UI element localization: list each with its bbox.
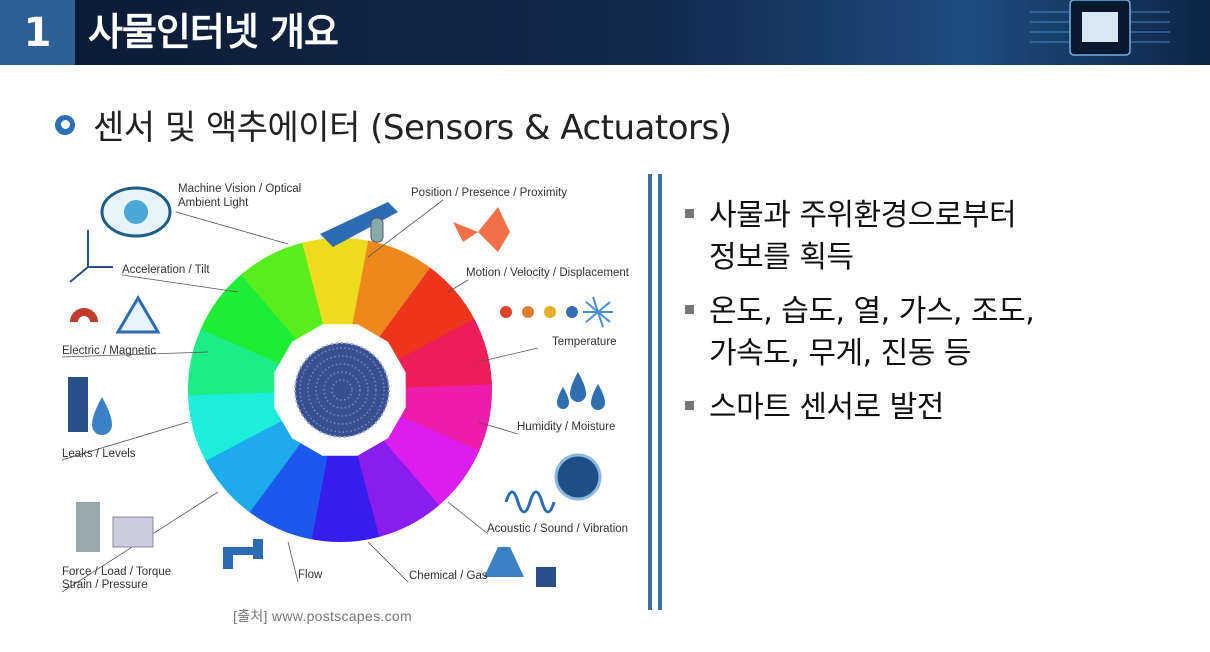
bullet-line: 사물과 주위환경으로부터 bbox=[709, 198, 1017, 233]
sensor-wheel-figure: Machine Vision / Optical Ambient Light P… bbox=[58, 172, 633, 604]
square-bullet-icon bbox=[685, 401, 694, 410]
leader-line bbox=[447, 501, 489, 535]
tank-icon bbox=[68, 377, 88, 432]
leader-line bbox=[477, 421, 519, 435]
leader-line bbox=[61, 351, 209, 358]
sensor-core-icon bbox=[295, 343, 389, 437]
bullet-line: 정보를 획득 bbox=[709, 240, 854, 275]
thermometer-icon bbox=[522, 306, 534, 318]
sensor-color-wheel bbox=[61, 186, 613, 593]
label-leaks: Leaks / Levels bbox=[62, 448, 136, 460]
snowflake-icon bbox=[583, 296, 613, 328]
sensor-core-dots bbox=[307, 355, 377, 425]
section-subtitle: 센서 및 액추에이터 (Sensors & Actuators) bbox=[55, 100, 732, 149]
leader-line bbox=[367, 541, 409, 583]
label-machine-vision: Machine Vision / Optical bbox=[178, 183, 302, 195]
sensor-core-dots bbox=[315, 363, 369, 417]
slide-header: 1 사물인터넷 개요 bbox=[0, 0, 1210, 65]
leader-line bbox=[287, 541, 299, 583]
label-acceleration: Acceleration / Tilt bbox=[122, 264, 210, 276]
thermometer-icon bbox=[544, 306, 556, 318]
weight-box-icon bbox=[112, 516, 154, 548]
label-flow: Flow bbox=[298, 569, 323, 581]
humidity-drops-icon bbox=[557, 372, 605, 410]
leader-line bbox=[175, 211, 289, 245]
bullet-line: 가속도, 무게, 진동 등 bbox=[709, 336, 971, 371]
leader-line bbox=[447, 279, 469, 293]
flask-icon bbox=[484, 547, 524, 577]
eye-iris-icon bbox=[124, 200, 148, 224]
label-force: Force / Load / Torque bbox=[62, 566, 172, 578]
wheel-segment bbox=[310, 390, 380, 542]
thermometer-icon bbox=[500, 306, 512, 318]
sensor-core-ring bbox=[294, 342, 390, 438]
label-strain: Strain / Pressure bbox=[62, 579, 148, 591]
fan-icon bbox=[453, 207, 510, 252]
circle-bullet-icon bbox=[55, 114, 75, 135]
bullet-item: 스마트 센서로 발전 bbox=[685, 387, 1185, 429]
bullet-list: 사물과 주위환경으로부터 정보를 획득 온도, 습도, 열, 가스, 조도, 가… bbox=[685, 195, 1185, 441]
leader-line bbox=[367, 199, 444, 258]
subtitle-text: 센서 및 액추에이터 (Sensors & Actuators) bbox=[93, 108, 732, 148]
label-chemical: Chemical / Gas bbox=[409, 570, 488, 582]
sensor-core-dots bbox=[323, 371, 361, 409]
image-credit: [출처] www.postscapes.com bbox=[233, 608, 412, 624]
label-position: Position / Presence / Proximity bbox=[411, 187, 567, 199]
water-drop-icon bbox=[92, 397, 112, 435]
label-motion: Motion / Velocity / Displacement bbox=[466, 267, 629, 279]
square-bullet-icon bbox=[685, 209, 694, 218]
leader-line bbox=[61, 421, 189, 461]
label-temperature: Temperature bbox=[552, 336, 617, 348]
square-bullet-icon bbox=[685, 305, 694, 314]
pointing-hand-icon bbox=[320, 202, 398, 247]
circuit-chip-decoration bbox=[1030, 0, 1170, 56]
vibration-burst-icon bbox=[554, 453, 602, 501]
sound-wave-icon bbox=[504, 490, 556, 514]
section-number: 1 bbox=[0, 0, 75, 65]
magnet-icon bbox=[70, 308, 98, 322]
toggle-icon bbox=[370, 217, 384, 243]
label-acoustic: Acoustic / Sound / Vibration bbox=[487, 523, 629, 535]
page-title: 사물인터넷 개요 bbox=[88, 10, 339, 54]
warning-icon bbox=[115, 295, 161, 334]
thermometer-icon bbox=[566, 306, 578, 318]
label-electric: Electric / Magnetic bbox=[62, 345, 156, 357]
bullet-item: 온도, 습도, 열, 가스, 조도, 가속도, 무게, 진동 등 bbox=[685, 291, 1185, 375]
bullet-item: 사물과 주위환경으로부터 정보를 획득 bbox=[685, 195, 1185, 279]
wheel-segment bbox=[300, 238, 370, 390]
axis-icon bbox=[69, 230, 113, 283]
bullet-line: 온도, 습도, 열, 가스, 조도, bbox=[709, 294, 1035, 329]
label-ambient-light: Ambient Light bbox=[178, 197, 249, 209]
element-tile-icon bbox=[536, 567, 556, 587]
column-divider bbox=[648, 174, 662, 610]
bullet-line: 스마트 센서로 발전 bbox=[709, 390, 944, 425]
label-humidity: Humidity / Moisture bbox=[517, 421, 616, 433]
sensor-core-dots bbox=[331, 379, 353, 401]
sensor-core-dots bbox=[299, 347, 385, 433]
leader-line bbox=[477, 347, 539, 363]
leader-line bbox=[121, 274, 239, 293]
clamp-icon bbox=[76, 502, 100, 552]
faucet-icon bbox=[223, 539, 263, 569]
